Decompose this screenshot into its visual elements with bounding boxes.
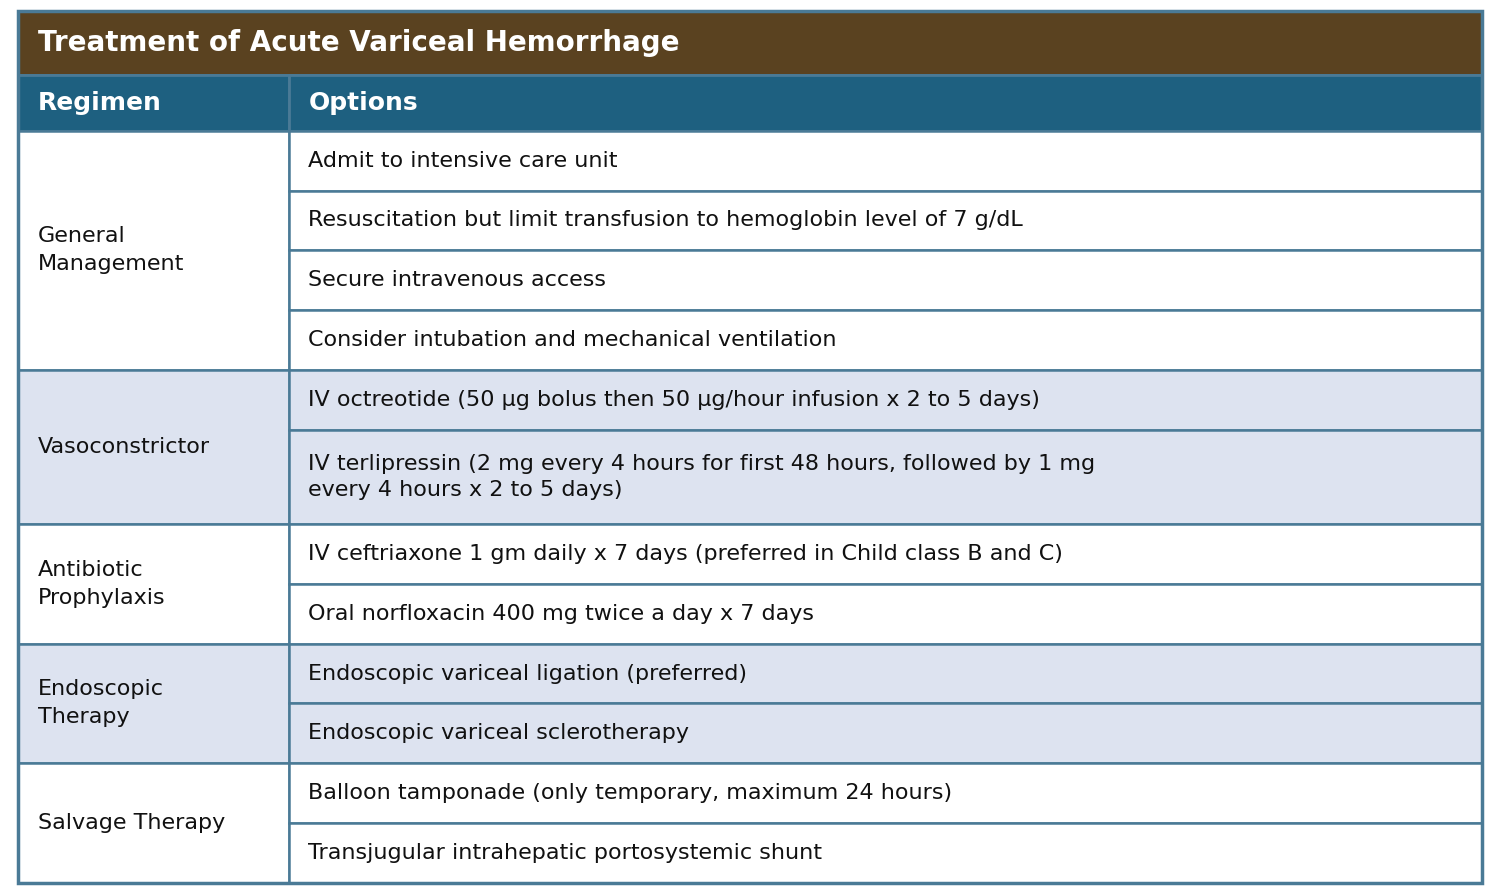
Text: Balloon tamponade (only temporary, maximum 24 hours): Balloon tamponade (only temporary, maxim… <box>309 783 953 804</box>
Text: IV ceftriaxone 1 gm daily x 7 days (preferred in Child class B and C): IV ceftriaxone 1 gm daily x 7 days (pref… <box>309 544 1064 563</box>
Text: Resuscitation but limit transfusion to hemoglobin level of 7 g/dL: Resuscitation but limit transfusion to h… <box>309 210 1023 231</box>
Bar <box>290 704 1482 763</box>
Text: Options: Options <box>309 90 419 114</box>
Bar <box>290 310 1482 370</box>
Bar <box>290 823 1482 883</box>
Text: Consider intubation and mechanical ventilation: Consider intubation and mechanical venti… <box>309 331 837 350</box>
Text: Endoscopic variceal sclerotherapy: Endoscopic variceal sclerotherapy <box>309 723 690 744</box>
Text: Endoscopic
Therapy: Endoscopic Therapy <box>38 679 164 728</box>
Bar <box>18 370 290 524</box>
Text: IV terlipressin (2 mg every 4 hours for first 48 hours, followed by 1 mg
every 4: IV terlipressin (2 mg every 4 hours for … <box>309 454 1095 500</box>
Text: General
Management: General Management <box>38 226 184 274</box>
Bar <box>290 370 1482 430</box>
Bar <box>290 190 1482 250</box>
Text: Transjugular intrahepatic portosystemic shunt: Transjugular intrahepatic portosystemic … <box>309 843 822 864</box>
Text: Regimen: Regimen <box>38 90 162 114</box>
Bar <box>18 763 290 883</box>
Bar <box>18 131 290 370</box>
Text: Admit to intensive care unit: Admit to intensive care unit <box>309 150 618 171</box>
Text: Salvage Therapy: Salvage Therapy <box>38 814 225 833</box>
Text: Endoscopic variceal ligation (preferred): Endoscopic variceal ligation (preferred) <box>309 663 747 684</box>
Text: Secure intravenous access: Secure intravenous access <box>309 270 606 291</box>
Bar <box>290 74 1482 131</box>
Bar <box>18 644 290 763</box>
Text: IV octreotide (50 μg bolus then 50 μg/hour infusion x 2 to 5 days): IV octreotide (50 μg bolus then 50 μg/ho… <box>309 391 1040 410</box>
Bar <box>18 11 1482 74</box>
Bar <box>18 524 290 644</box>
Bar <box>290 430 1482 524</box>
Bar <box>290 584 1482 644</box>
Bar <box>290 250 1482 310</box>
Bar <box>290 763 1482 823</box>
Bar <box>290 644 1482 704</box>
Text: Vasoconstrictor: Vasoconstrictor <box>38 437 210 457</box>
Bar <box>290 131 1482 190</box>
Text: Oral norfloxacin 400 mg twice a day x 7 days: Oral norfloxacin 400 mg twice a day x 7 … <box>309 603 815 624</box>
Text: Treatment of Acute Variceal Hemorrhage: Treatment of Acute Variceal Hemorrhage <box>38 29 680 56</box>
Bar <box>290 524 1482 584</box>
Text: Antibiotic
Prophylaxis: Antibiotic Prophylaxis <box>38 560 165 608</box>
Bar <box>18 74 290 131</box>
